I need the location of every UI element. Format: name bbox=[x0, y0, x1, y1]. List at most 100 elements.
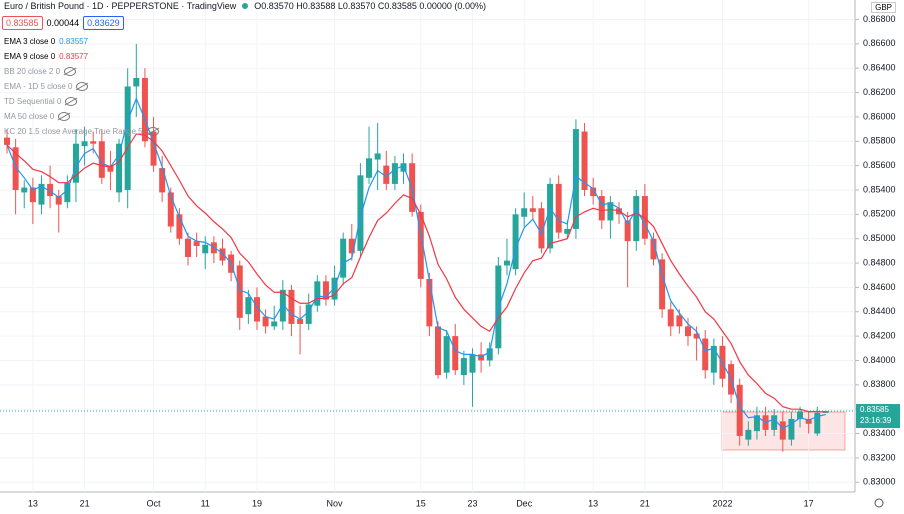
buy-button[interactable]: 0.83629 bbox=[83, 16, 124, 30]
candle-body bbox=[90, 141, 97, 144]
candle-body bbox=[64, 182, 71, 203]
x-tick-label: 11 bbox=[201, 498, 210, 508]
candle-body bbox=[29, 187, 36, 203]
trade-buttons: 0.83585 0.00044 0.83629 bbox=[2, 16, 124, 30]
candle-body bbox=[271, 321, 278, 327]
candle-body bbox=[564, 228, 571, 234]
candle-body bbox=[245, 297, 252, 315]
indicator-row: BB 20 close 2 0 bbox=[4, 67, 77, 76]
candle-body bbox=[400, 163, 407, 172]
candle-body bbox=[202, 244, 209, 254]
marks bbox=[0, 43, 855, 452]
settings-icon[interactable] bbox=[874, 498, 884, 508]
candle-body bbox=[435, 326, 441, 376]
x-tick-label: 19 bbox=[252, 498, 262, 508]
y-tick-label: 0.83200 bbox=[863, 452, 896, 462]
candle-body bbox=[185, 238, 192, 257]
currency-selector[interactable]: GBP bbox=[871, 2, 896, 13]
last-price-label: 0.83585 bbox=[860, 405, 889, 414]
candle-body bbox=[771, 415, 778, 430]
symbol-title[interactable]: Euro / British Pound · 1D · PEPPERSTONE … bbox=[4, 1, 237, 11]
candle-body bbox=[383, 165, 390, 184]
indicator-name: KC 20 1.5 close Average True Range 5 bbox=[4, 127, 143, 136]
candle-body bbox=[469, 354, 476, 373]
candle-body bbox=[116, 143, 123, 193]
candle-body bbox=[366, 158, 373, 178]
candle-body bbox=[150, 131, 157, 166]
candle-body bbox=[555, 183, 562, 233]
y-tick-label: 0.86400 bbox=[863, 63, 896, 73]
x-tick-label: 17 bbox=[804, 498, 814, 508]
candle-body bbox=[503, 260, 510, 266]
candle-body bbox=[521, 208, 528, 217]
y-tick-label: 0.85600 bbox=[863, 160, 896, 170]
y-tick-label: 0.86000 bbox=[863, 111, 896, 121]
y-tick-label: 0.86600 bbox=[863, 38, 896, 48]
candle-body bbox=[693, 333, 700, 339]
countdown-label: 23:16:39 bbox=[860, 416, 892, 425]
candle-body bbox=[331, 277, 338, 300]
y-tick-label: 0.84000 bbox=[863, 355, 896, 365]
indicator-row: MA 50 close 0 bbox=[4, 112, 71, 121]
candle-body bbox=[219, 248, 226, 261]
y-tick-label: 0.84200 bbox=[863, 330, 896, 340]
ohlc-values: O0.83570 H0.83588 L0.83570 C0.83585 0.00… bbox=[254, 1, 486, 11]
candle-body bbox=[98, 141, 105, 178]
candle-body bbox=[236, 265, 243, 318]
candle-body bbox=[193, 241, 200, 246]
candle-body bbox=[805, 418, 812, 424]
y-tick-label: 0.83000 bbox=[863, 477, 896, 487]
candle-body bbox=[159, 168, 166, 193]
ema-line bbox=[6, 133, 826, 413]
x-tick-label: Nov bbox=[327, 498, 344, 508]
y-tick-label: 0.84600 bbox=[863, 282, 896, 292]
candle-body bbox=[659, 259, 666, 310]
candle-body bbox=[47, 183, 54, 197]
candle-body bbox=[124, 86, 131, 190]
candle-body bbox=[426, 278, 433, 327]
candle-body bbox=[667, 309, 674, 327]
candle-body bbox=[702, 338, 709, 371]
y-tick-label: 0.86800 bbox=[863, 14, 896, 24]
x-tick-label: 13 bbox=[588, 498, 598, 508]
candle-body bbox=[176, 214, 183, 239]
hidden-eye-icon[interactable] bbox=[76, 82, 89, 91]
indicator-name: TD Sequential 0 bbox=[4, 97, 62, 106]
hidden-eye-icon[interactable] bbox=[146, 127, 159, 136]
candle-body bbox=[598, 196, 605, 221]
candle-body bbox=[710, 345, 717, 373]
y-tick-label: 0.84400 bbox=[863, 306, 896, 316]
x-tick-label: 15 bbox=[416, 498, 426, 508]
hidden-eye-icon[interactable] bbox=[64, 67, 77, 76]
candle-body bbox=[676, 315, 683, 327]
candle-body bbox=[443, 336, 450, 373]
candle-body bbox=[814, 412, 821, 434]
candle-body bbox=[633, 196, 640, 242]
indicator-value: 0.83577 bbox=[59, 52, 89, 61]
candle-body bbox=[529, 208, 536, 212]
candle-body bbox=[590, 187, 597, 197]
candle-body bbox=[788, 418, 795, 440]
candle-body bbox=[684, 326, 691, 337]
candle-body bbox=[72, 143, 79, 183]
indicator-row: KC 20 1.5 close Average True Range 5 bbox=[4, 127, 159, 136]
candle-body bbox=[357, 175, 364, 251]
candle-body bbox=[262, 316, 269, 327]
candle-body bbox=[4, 137, 10, 145]
candle-body bbox=[253, 297, 260, 322]
indicator-name: MA 50 close 0 bbox=[4, 112, 55, 121]
indicator-name: EMA - 1D 5 close 0 bbox=[4, 82, 73, 91]
x-tick-label: 21 bbox=[80, 498, 90, 508]
y-tick-label: 0.83800 bbox=[863, 379, 896, 389]
candle-body bbox=[547, 183, 554, 249]
candle-body bbox=[736, 384, 743, 436]
sell-button[interactable]: 0.83585 bbox=[2, 16, 43, 30]
candle-body bbox=[753, 415, 760, 432]
y-tick-label: 0.83400 bbox=[863, 428, 896, 438]
y-tick-label: 0.85200 bbox=[863, 209, 896, 219]
candle-body bbox=[322, 281, 329, 300]
hidden-eye-icon[interactable] bbox=[65, 97, 78, 106]
hidden-eye-icon[interactable] bbox=[58, 112, 71, 121]
